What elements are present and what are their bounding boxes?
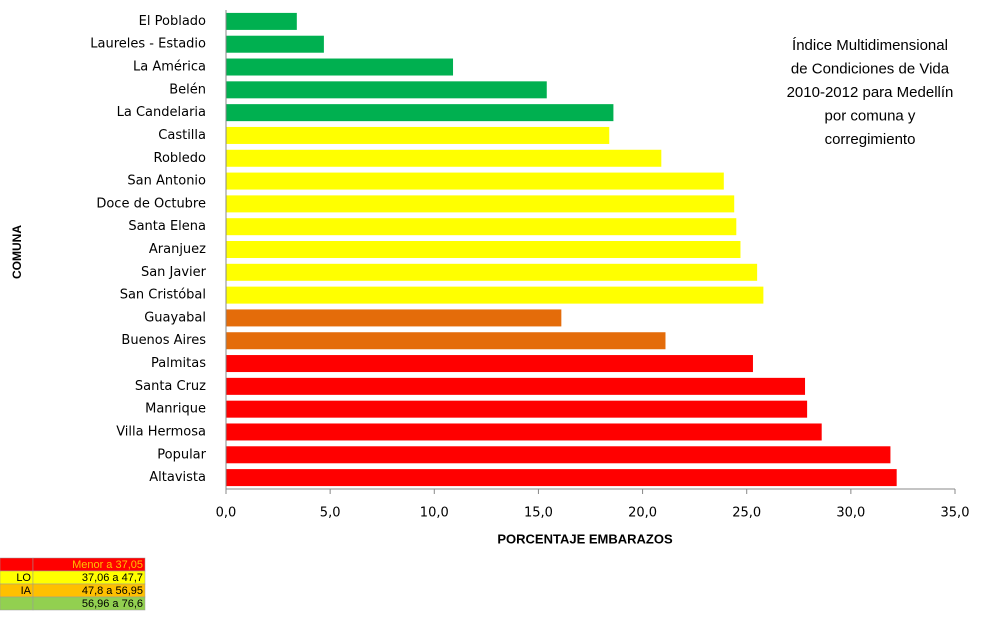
x-tick-label: 15,0 [524, 506, 553, 521]
legend-label: IA [21, 585, 32, 597]
x-tick-label: 5,0 [320, 506, 341, 521]
bar [226, 172, 724, 190]
y-tick-label: Aranjuez [149, 242, 206, 257]
bar [226, 309, 562, 327]
annotation: corregimiento [825, 131, 916, 148]
legend-cell [0, 596, 34, 611]
x-axis-title: PORCENTAJE EMBARAZOS [497, 531, 673, 546]
bar [226, 81, 547, 99]
y-tick-label: Guayabal [144, 310, 206, 325]
y-tick-label: San Javier [141, 265, 207, 280]
legend-cell [32, 596, 146, 611]
bar [226, 149, 662, 167]
y-tick-label: El Poblado [139, 14, 206, 29]
x-tick-label: 0,0 [216, 506, 237, 521]
y-tick-label: Altavista [149, 470, 206, 485]
bar [226, 423, 822, 441]
bar [226, 469, 897, 487]
y-tick-label: Laureles - Estadio [90, 37, 206, 52]
annotation: por comuna y [825, 107, 916, 124]
legend-range: Menor a 37,05 [72, 559, 143, 571]
y-tick-label: Castilla [158, 128, 206, 143]
y-tick-label: Doce de Octubre [96, 196, 206, 211]
bar [226, 286, 764, 304]
x-tick-label: 30,0 [836, 506, 865, 521]
bar [226, 12, 297, 30]
legend-cell [0, 557, 34, 572]
legend-label: LO [16, 572, 31, 584]
bar [226, 218, 737, 236]
bar [226, 355, 753, 373]
bar [226, 400, 808, 418]
x-tick-label: 20,0 [628, 506, 657, 521]
x-tick-label: 35,0 [941, 506, 970, 521]
bar [226, 104, 614, 122]
y-tick-label: Robledo [154, 151, 207, 166]
bar [226, 126, 610, 144]
annotation: de Condiciones de Vida [791, 60, 950, 77]
bar [226, 58, 454, 76]
bar [226, 446, 891, 464]
y-tick-label: Palmitas [151, 356, 206, 371]
y-axis-title: COMUNA [10, 225, 24, 279]
annotation: 2010-2012 para Medellín [787, 84, 954, 101]
y-tick-label: La Candelaria [117, 105, 206, 120]
bar [226, 263, 758, 281]
legend-range: 56,96 a 76,6 [82, 598, 143, 610]
bar [226, 35, 324, 53]
y-tick-label: Manrique [145, 402, 206, 417]
legend-range: 47,8 a 56,95 [82, 585, 143, 597]
bar [226, 377, 806, 395]
bar [226, 195, 735, 213]
bar [226, 332, 666, 350]
y-tick-label: Popular [157, 447, 206, 462]
legend-range: 37,06 a 47,7 [82, 572, 143, 584]
y-tick-label: Belén [169, 82, 206, 97]
y-tick-label: San Antonio [127, 174, 206, 189]
y-tick-label: Santa Elena [128, 219, 206, 234]
y-tick-label: Santa Cruz [135, 379, 206, 394]
annotation: Índice Multidimensional [792, 37, 948, 54]
bar [226, 241, 741, 258]
x-tick-label: 25,0 [732, 506, 761, 521]
y-tick-label: San Cristóbal [120, 288, 206, 303]
y-tick-label: Buenos Aires [121, 333, 206, 348]
y-tick-label: Villa Hermosa [116, 424, 206, 439]
x-tick-label: 10,0 [420, 506, 449, 521]
y-tick-label: La América [133, 60, 206, 75]
